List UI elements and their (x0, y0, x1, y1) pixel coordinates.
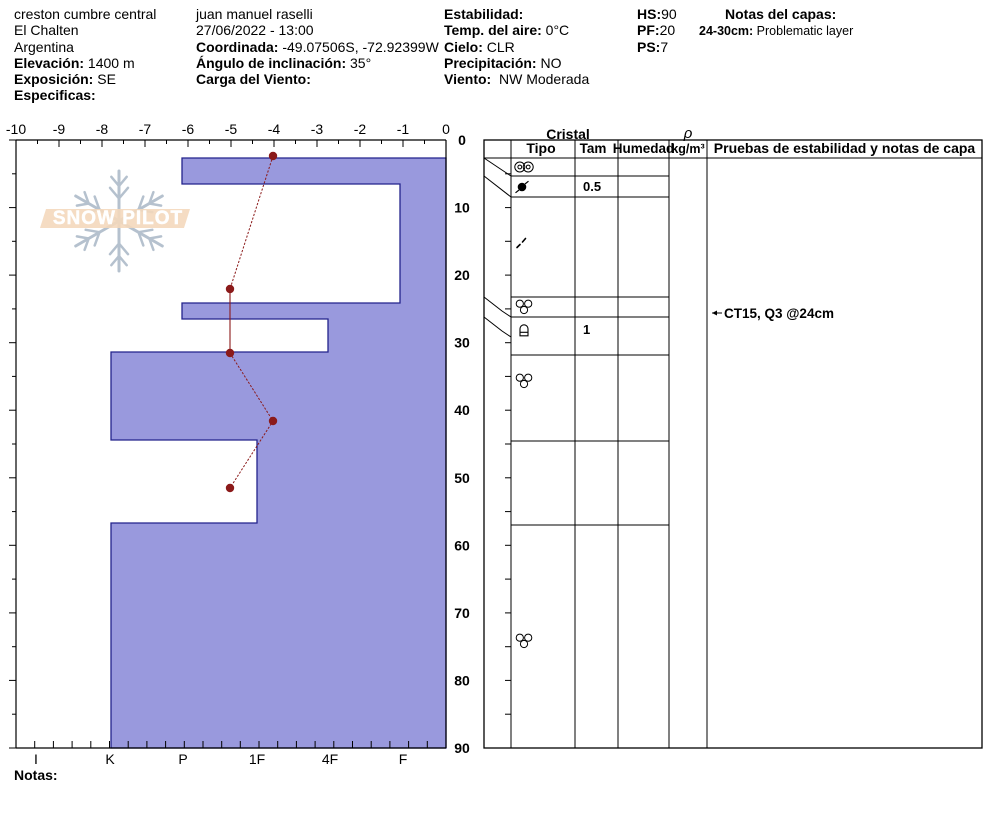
svg-text:-4: -4 (268, 121, 281, 137)
svg-text:90: 90 (454, 740, 470, 756)
svg-text:Tam: Tam (580, 141, 607, 156)
svg-text:0: 0 (458, 132, 466, 148)
svg-text:SNOW PILOT: SNOW PILOT (53, 208, 183, 229)
svg-text:F: F (399, 751, 408, 767)
svg-text:30: 30 (454, 335, 470, 351)
svg-text:ρ: ρ (683, 125, 693, 142)
svg-text:-3: -3 (311, 121, 324, 137)
svg-text:40: 40 (454, 402, 470, 418)
svg-text:0.5: 0.5 (583, 179, 601, 194)
svg-text:20: 20 (454, 267, 470, 283)
svg-text:-8: -8 (96, 121, 109, 137)
svg-text:CT15, Q3 @24cm: CT15, Q3 @24cm (724, 306, 834, 321)
svg-text:I: I (34, 751, 38, 767)
svg-text:1F: 1F (249, 751, 265, 767)
svg-text:P: P (178, 751, 187, 767)
svg-text:kg/m³: kg/m³ (671, 142, 704, 156)
svg-text:-9: -9 (53, 121, 66, 137)
svg-text:-7: -7 (139, 121, 152, 137)
svg-text:1: 1 (583, 322, 590, 337)
svg-text:50: 50 (454, 470, 470, 486)
svg-text:Tipo: Tipo (526, 140, 555, 156)
svg-text:80: 80 (454, 672, 470, 688)
svg-text:-10: -10 (6, 121, 26, 137)
svg-text:-2: -2 (354, 121, 367, 137)
svg-text:K: K (105, 751, 115, 767)
svg-text:Pruebas de estabilidad y notas: Pruebas de estabilidad y notas de capa (714, 140, 976, 156)
svg-text:Humedad: Humedad (613, 141, 675, 156)
svg-text:0: 0 (442, 121, 450, 137)
svg-text:70: 70 (454, 605, 470, 621)
svg-text:60: 60 (454, 537, 470, 553)
svg-text:-5: -5 (225, 121, 238, 137)
svg-text:4F: 4F (322, 751, 338, 767)
svg-text:10: 10 (454, 200, 470, 216)
svg-text:-1: -1 (397, 121, 410, 137)
svg-text:Cristal: Cristal (546, 126, 590, 142)
svg-text:-6: -6 (182, 121, 195, 137)
